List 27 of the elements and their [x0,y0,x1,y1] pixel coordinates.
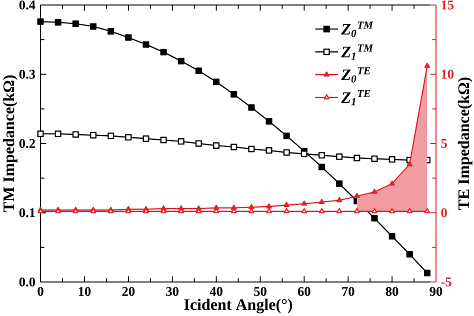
y2-tick-label: 10 [442,70,454,79]
x-tick-label: 80 [386,286,398,296]
y-tick-label: 0.3 [19,70,36,79]
y-tick-label: 0.0 [19,277,36,287]
x-tick-label: 30 [166,286,179,296]
y-tick-label: 0.2 [19,138,35,148]
y-tick-label: 0.1 [19,208,35,218]
x-tick-label: 50 [254,286,266,296]
legend-label: Z$_{0}$TM [341,22,374,37]
y2-tick-label: 5 [441,139,447,148]
y2-axis-title: TE Impedance(kΩ) [458,78,472,210]
x-tick-label: 40 [210,286,222,296]
x-tick-label: 20 [122,286,135,296]
y2-tick-label: -5 [441,278,452,286]
x-tick-label: 0 [38,286,44,296]
legend-label: Z$_{0}$TE [341,67,370,83]
y-axis-title: TM Impedance(kΩ) [2,75,18,212]
legend-label: Z$_{1}$TM [341,44,374,60]
y-tick-label: 0.4 [19,0,36,10]
y2-tick-label: 15 [442,0,454,10]
x-tick-label: 70 [342,286,354,296]
y2-tick-label: 0 [441,208,447,218]
x-axis-title: Icident Angle(°) [184,298,292,314]
x-tick-label: 10 [78,286,91,296]
x-tick-label: 60 [298,286,310,296]
legend-label: Z$_{1}$TE [341,90,370,106]
x-tick-label: 90 [430,286,442,296]
